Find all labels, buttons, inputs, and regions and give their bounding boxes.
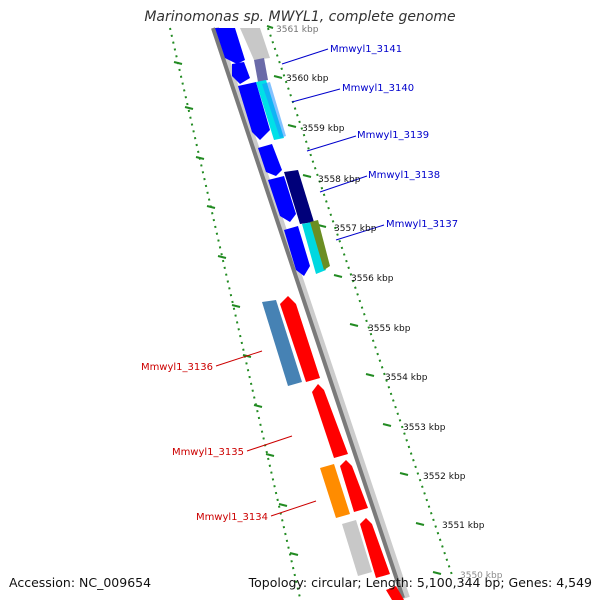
tick-label-3553: 3553 kbp [403,423,446,433]
gene-label-3137: Mmwyl1_3137 [386,219,458,230]
tick-label-3557: 3557 kbp [334,224,377,234]
outer-tick-marks [173,61,299,556]
gene-3136-arrow [280,296,320,382]
gene-label-3139: Mmwyl1_3139 [357,130,429,141]
tick-label-3555: 3555 kbp [368,324,411,334]
genome-summary: Topology: circular; Length: 5,100,344 bp… [248,575,592,590]
gene-3137-cyan-block [302,222,326,274]
gene-3140-teal-block [262,82,286,138]
minus-gene-labels: Mmwyl1_3136 Mmwyl1_3135 Mmwyl1_3134 [141,362,268,523]
gene-3141-grey-block [240,28,270,60]
gene-label-3138: Mmwyl1_3138 [368,170,440,181]
gene-label-3140: Mmwyl1_3140 [342,83,414,94]
gene-3134-arrow [340,460,368,512]
gene-3134-orange-block [320,464,350,518]
gene-3133-grey-block [342,520,372,576]
gene-label-3141: Mmwyl1_3141 [330,44,402,55]
gene-3141-arrow [215,28,245,64]
plus-label-leaders [281,48,385,241]
gene-3132-arrow [386,586,404,600]
tick-labels: 3561 kbp 3560 kbp 3559 kbp 3558 kbp 3557… [276,25,503,581]
forward-genes [215,28,310,276]
tick-label-3558: 3558 kbp [318,175,361,185]
inner-dotted-guide [267,27,453,576]
map-title: Marinomonas sp. MWYL1, complete genome [144,9,456,25]
gene-label-3134: Mmwyl1_3134 [196,512,268,523]
tick-label-3552: 3552 kbp [423,472,466,482]
plus-gene-labels: Mmwyl1_3141 Mmwyl1_3140 Mmwyl1_3139 Mmwy… [330,44,458,230]
gene-3138-navy-block [284,170,314,224]
tick-label-3551: 3551 kbp [442,521,485,531]
tick-label-3559: 3559 kbp [302,124,345,134]
reverse-genes [262,296,404,600]
gene-3141-purple-block [254,58,268,82]
tick-label-3560: 3560 kbp [286,74,329,84]
gene-3136-steelblue-block [262,300,302,386]
genome-backbone [211,27,405,599]
tick-label-3554: 3554 kbp [385,373,428,383]
tick-label-3556: 3556 kbp [351,274,394,284]
gene-label-3135: Mmwyl1_3135 [172,447,244,458]
accession-label: Accession: NC_009654 [9,575,152,590]
gene-3139-arrow [258,144,282,176]
forward-subfeatures [240,28,330,274]
genome-backbone-shadow [211,26,410,600]
gene-3141b-arrow [232,62,250,84]
gene-3140-arrow [238,82,270,140]
tick-label-3561: 3561 kbp [276,25,319,35]
gene-3135-arrow [312,384,348,458]
minus-label-leaders [215,350,317,517]
gene-3133-arrow [360,518,390,578]
gene-3138-arrow [268,176,296,222]
gene-3137-olive-block [310,220,330,270]
inner-tick-marks [266,25,442,575]
gene-3137-arrow [284,226,310,276]
gene-label-3136: Mmwyl1_3136 [141,362,213,373]
tick-label-3550: 3550 kbp [460,571,503,581]
